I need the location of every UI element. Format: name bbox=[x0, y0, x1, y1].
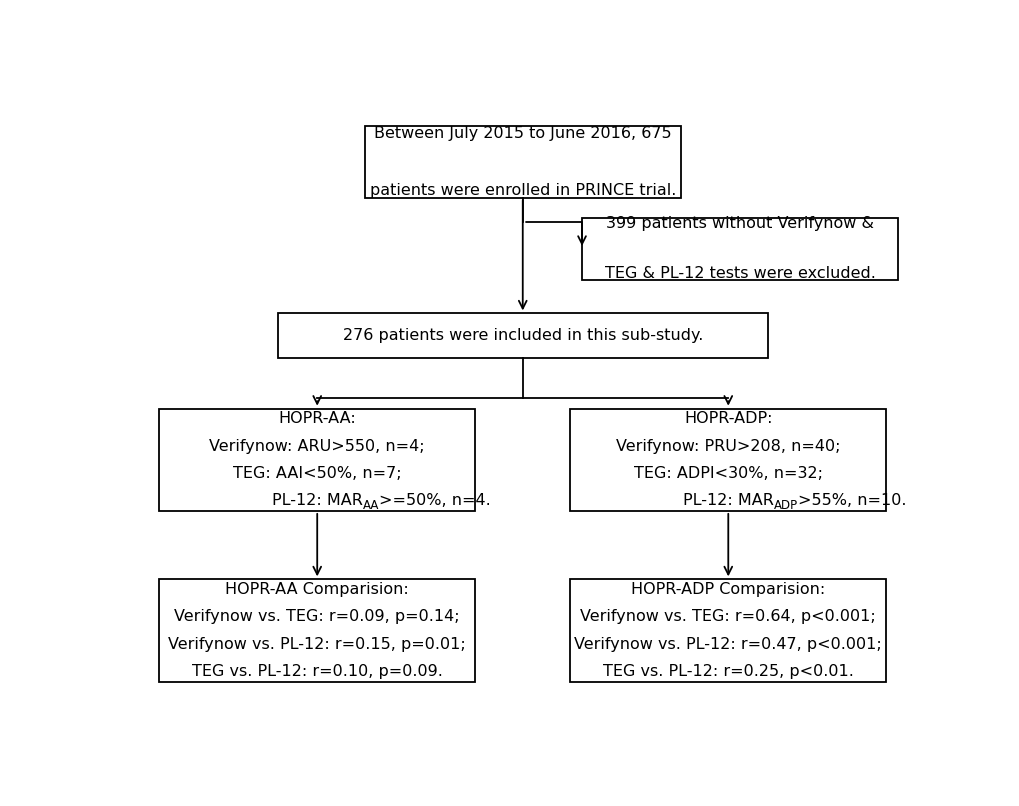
Bar bbox=[365, 127, 681, 197]
Text: >55%, n=10.: >55%, n=10. bbox=[797, 493, 906, 509]
Bar bbox=[277, 314, 767, 358]
Text: HOPR-AA Comparision:: HOPR-AA Comparision: bbox=[225, 582, 409, 597]
Text: HOPR-AA:: HOPR-AA: bbox=[278, 411, 356, 426]
Bar bbox=[582, 218, 898, 280]
Bar bbox=[159, 409, 475, 511]
Text: PL-12: MAR: PL-12: MAR bbox=[682, 493, 773, 509]
Text: 276 patients were included in this sub-study.: 276 patients were included in this sub-s… bbox=[342, 328, 702, 343]
Text: Verifynow vs. PL-12: r=0.15, p=0.01;: Verifynow vs. PL-12: r=0.15, p=0.01; bbox=[168, 637, 466, 651]
Text: TEG & PL-12 tests were excluded.: TEG & PL-12 tests were excluded. bbox=[604, 266, 874, 281]
Text: Verifynow vs. TEG: r=0.64, p<0.001;: Verifynow vs. TEG: r=0.64, p<0.001; bbox=[580, 609, 875, 625]
Text: >=50%, n=4.: >=50%, n=4. bbox=[379, 493, 490, 509]
Text: AA: AA bbox=[363, 499, 379, 512]
Text: Verifynow: ARU>550, n=4;: Verifynow: ARU>550, n=4; bbox=[209, 438, 425, 454]
Text: HOPR-ADP Comparision:: HOPR-ADP Comparision: bbox=[631, 582, 824, 597]
Text: TEG vs. PL-12: r=0.10, p=0.09.: TEG vs. PL-12: r=0.10, p=0.09. bbox=[192, 664, 442, 679]
Text: ADP: ADP bbox=[773, 499, 797, 512]
Text: Between July 2015 to June 2016, 675: Between July 2015 to June 2016, 675 bbox=[374, 126, 671, 141]
Text: Verifynow vs. PL-12: r=0.47, p<0.001;: Verifynow vs. PL-12: r=0.47, p<0.001; bbox=[574, 637, 881, 651]
Text: TEG: ADPI<30%, n=32;: TEG: ADPI<30%, n=32; bbox=[633, 466, 822, 481]
Text: TEG vs. PL-12: r=0.25, p<0.01.: TEG vs. PL-12: r=0.25, p<0.01. bbox=[602, 664, 853, 679]
Text: HOPR-ADP:: HOPR-ADP: bbox=[684, 411, 771, 426]
Text: 399 patients without Verifynow &: 399 patients without Verifynow & bbox=[605, 217, 873, 231]
Text: TEG: AAI<50%, n=7;: TEG: AAI<50%, n=7; bbox=[232, 466, 401, 481]
Bar bbox=[570, 580, 886, 682]
Bar bbox=[570, 409, 886, 511]
Text: patients were enrolled in PRINCE trial.: patients were enrolled in PRINCE trial. bbox=[369, 183, 676, 198]
Text: Verifynow vs. TEG: r=0.09, p=0.14;: Verifynow vs. TEG: r=0.09, p=0.14; bbox=[174, 609, 460, 625]
Bar bbox=[159, 580, 475, 682]
Text: Verifynow: PRU>208, n=40;: Verifynow: PRU>208, n=40; bbox=[615, 438, 840, 454]
Text: PL-12: MAR: PL-12: MAR bbox=[271, 493, 363, 509]
